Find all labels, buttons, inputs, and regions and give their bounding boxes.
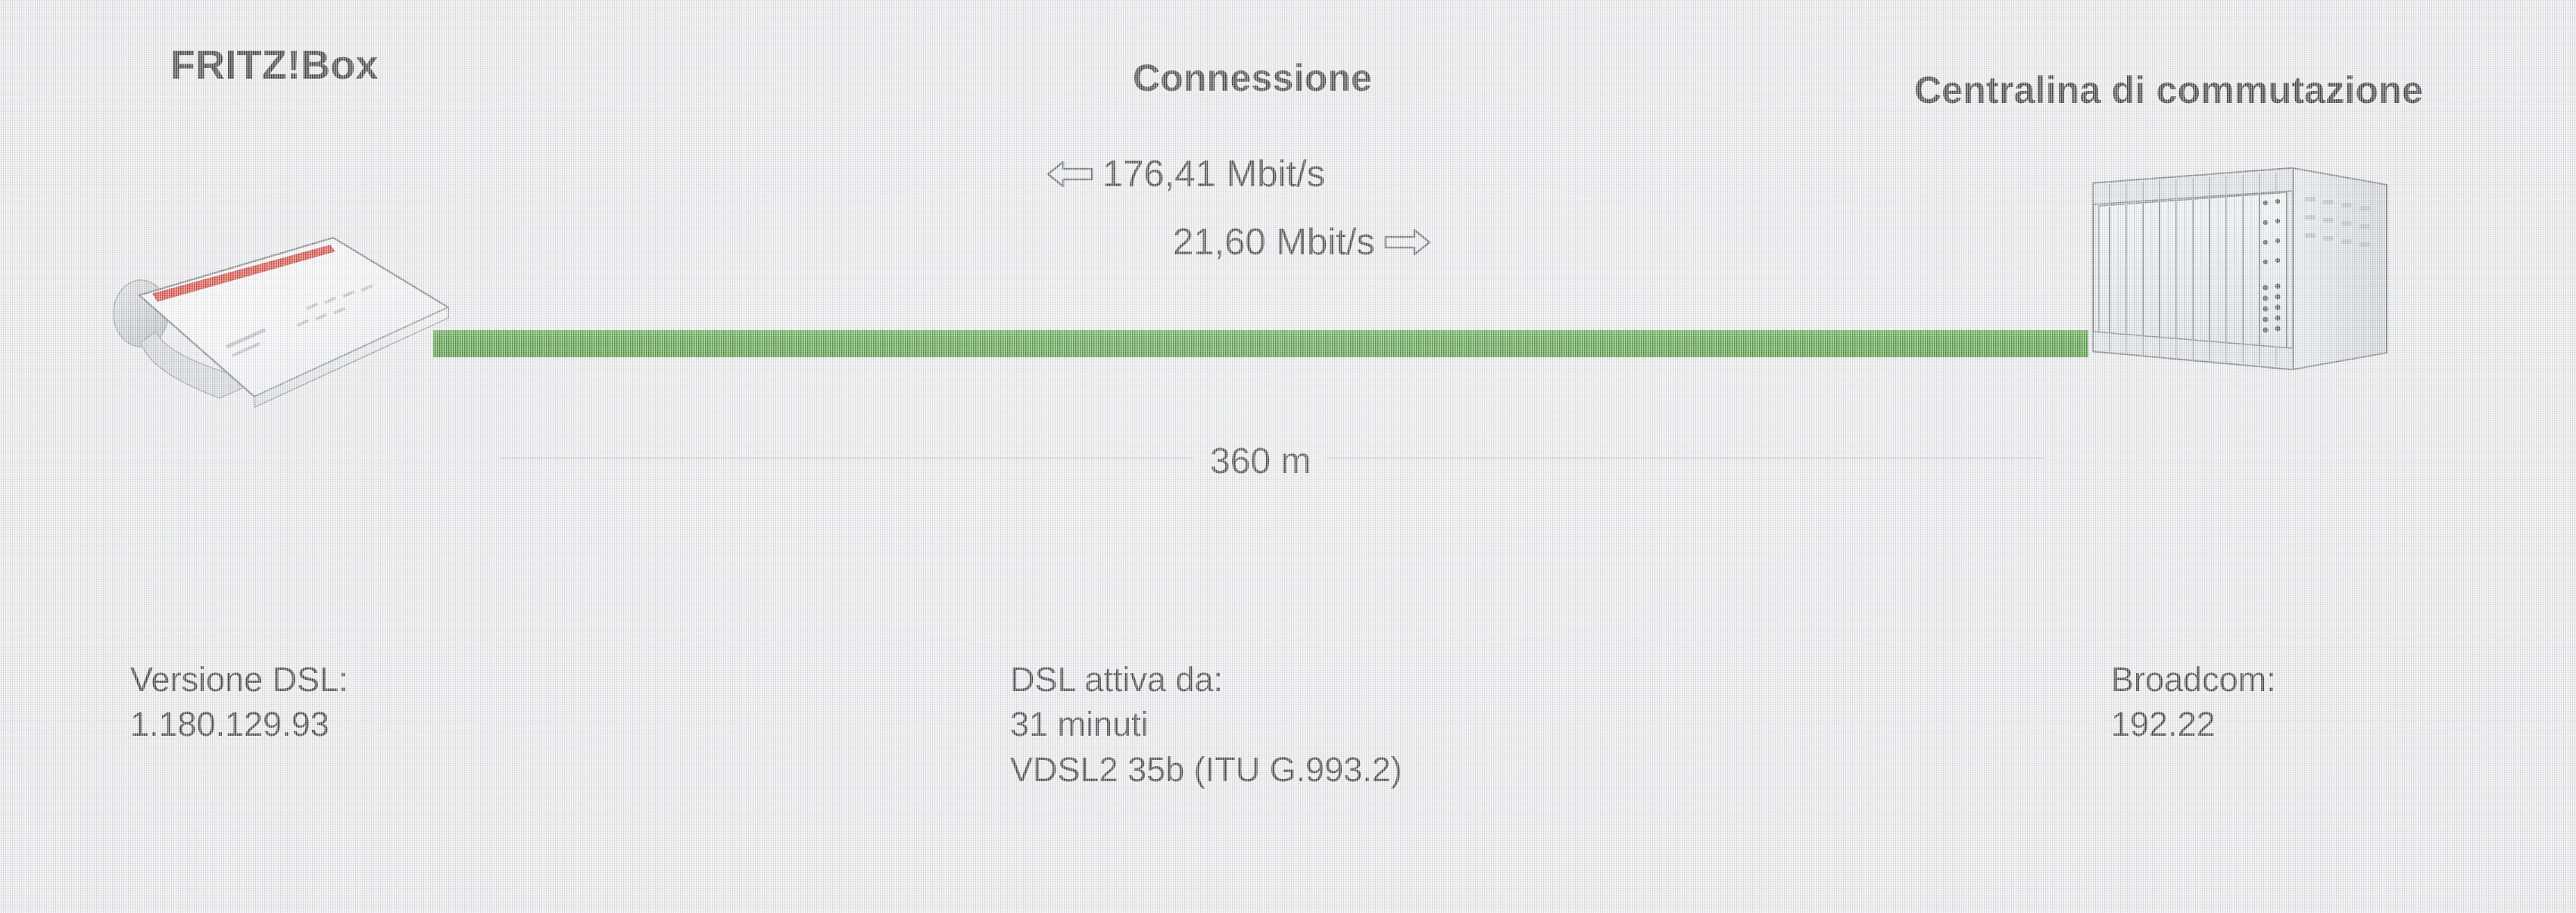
arrow-right-outline-icon — [1383, 227, 1431, 257]
column-title-exchange: Centralina di commutazione — [1914, 69, 2423, 111]
dsl-version-label: Versione DSL: — [130, 660, 348, 699]
dsl-uptime-block: DSL attiva da: 31 minuti VDSL2 35b (ITU … — [1010, 657, 1402, 792]
dsl-version-value: 1.180.129.93 — [130, 705, 329, 744]
chipset-block: Broadcom: 192.22 — [2111, 657, 2276, 747]
dsl-uptime-label: DSL attiva da: — [1010, 660, 1223, 699]
dslam-cabinet-icon — [2076, 150, 2394, 377]
distance-label: 360 m — [1193, 438, 1328, 485]
dsl-uptime-value: 31 minuti — [1010, 705, 1149, 744]
arrow-left-outline-icon — [1046, 159, 1095, 189]
dsl-version-block: Versione DSL: 1.180.129.93 — [130, 657, 348, 747]
downstream-rate-value: 176,41 Mbit/s — [1102, 154, 1326, 195]
dsl-link-status-line — [433, 330, 2088, 357]
fritzbox-router-icon — [106, 218, 462, 421]
upstream-rate-row: 21,60 Mbit/s — [1173, 221, 1431, 263]
upstream-rate-value: 21,60 Mbit/s — [1173, 222, 1375, 263]
chipset-label: Broadcom: — [2111, 660, 2276, 699]
column-title-fritzbox: FRITZ!Box — [170, 42, 379, 88]
downstream-rate-row: 176,41 Mbit/s — [1046, 153, 1325, 195]
dsl-standard-value: VDSL2 35b (ITU G.993.2) — [1010, 749, 1402, 789]
column-title-connection: Connessione — [1133, 57, 1373, 99]
chipset-value: 192.22 — [2111, 705, 2216, 744]
